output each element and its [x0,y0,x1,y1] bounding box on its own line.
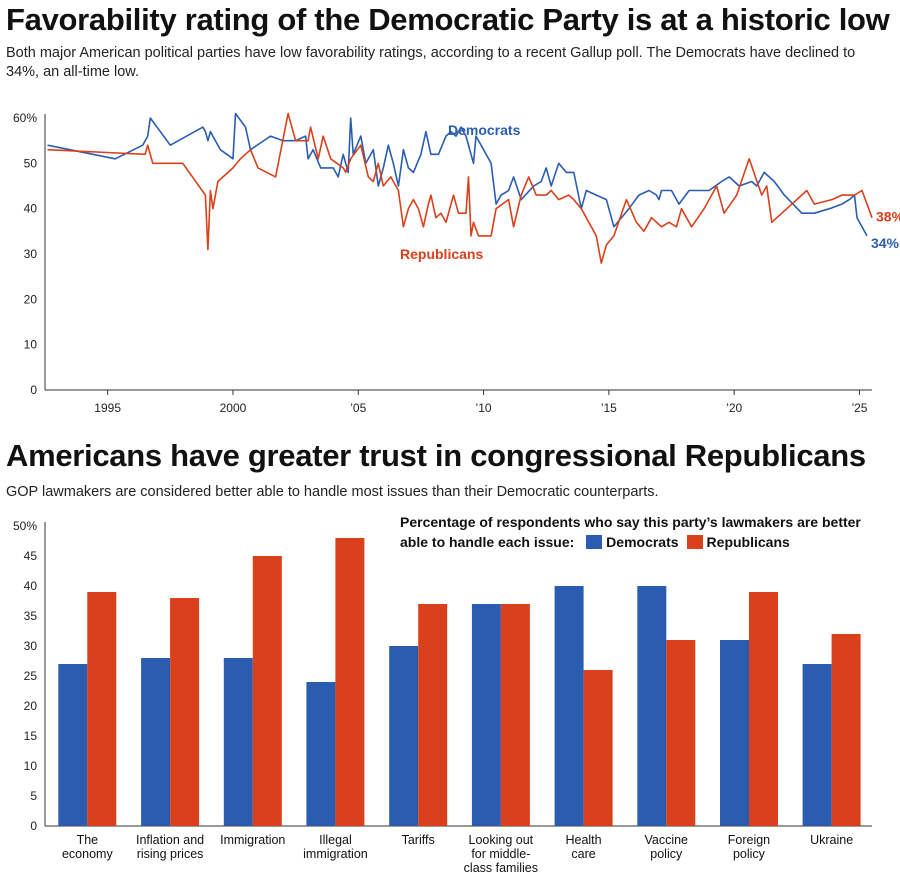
bar-democrats [306,682,336,826]
bar-category-label: Illegal immigration [303,833,368,861]
bar-category-label-line: policy [650,847,683,861]
favorability-line-chart: 0 10 20 30 40 50 60% 1995 2000 ’05 ’10 ’15 ’20 ’25 34%… [13,111,900,415]
line-y-tick-label: 0 [30,383,37,397]
bar-democrats [471,604,501,826]
legend-swatch-republicans [686,535,703,549]
bar-republicans [87,592,117,826]
line-y-tick-label: 40 [24,202,38,216]
bar-republicans [335,538,365,826]
line-x-tick-label: ’15 [601,401,617,415]
line-series-democrats [47,112,868,237]
bar-category-label: Looking out for middle-class families [464,833,538,875]
line-y-tick-label: 50 [24,156,38,170]
bar-y-tick-label: 15 [24,729,38,743]
bar-democrats [58,664,88,826]
bar-y-tick-label: 45 [24,549,38,563]
bar-republicans [583,670,613,826]
legend-swatch-democrats [586,535,603,549]
bar-category-label-line: The [77,833,99,847]
bar-category-label-line: for middle- [471,847,530,861]
bar-chart-subtitle: GOP lawmakers are considered better able… [6,484,659,500]
bar-y-tick-label: 30 [24,639,38,653]
line-chart-title: Favorability rating of the Democratic Pa… [6,2,890,37]
bar-republicans [831,634,861,826]
bar-democrats [637,586,667,826]
legend-title-text: Percentage of respondents who say this p… [400,514,861,550]
bar-category-label-line: Health [565,833,601,847]
bar-chart-legend: Percentage of respondents who say this p… [400,512,870,552]
bar-category-label-line: Tariffs [402,833,435,847]
bar-republicans [170,598,200,826]
bar-republicans [418,604,448,826]
bar-democrats [141,658,171,826]
bar-category-label-line: Vaccine [644,833,688,847]
legend-item-republicans: Republicans [686,532,790,552]
bar-category-label-line: Ukraine [810,833,853,847]
bar-democrats [802,664,832,826]
bar-y-tick-label: 35 [24,609,38,623]
bar-category-label-line: policy [733,847,766,861]
line-label-republicans: Republicans [400,246,483,262]
bar-category-label-line: immigration [303,847,368,861]
line-label-democrats: Democrats [448,122,521,138]
line-end-label-republicans: 38% [876,209,900,225]
bar-republicans [749,592,778,826]
bar-democrats [223,658,253,826]
bar-republicans [252,556,282,826]
line-x-tick-label: ’25 [851,401,867,415]
bar-category-label: Ukraine [810,833,853,847]
bar-category-label: The economy [62,833,113,861]
bar-category-label: Tariffs [402,833,435,847]
bar-category-label: Foreign policy [728,833,770,861]
line-series-republicans [47,112,873,264]
bar-category-label-line: Inflation and [136,833,204,847]
bar-y-tick-label: 0 [30,819,37,833]
line-x-tick-label: 2000 [220,401,247,415]
bar-category-label-line: Illegal [319,833,352,847]
line-y-tick-label: 20 [24,292,38,306]
bar-category-label-line: rising prices [137,847,204,861]
legend-label-democrats: Democrats [606,534,679,550]
bar-y-tick-label: 50% [13,519,37,533]
bar-category-label-line: class families [464,861,538,875]
legend-label-republicans: Republicans [706,534,790,550]
bar-y-tick-label: 10 [24,759,38,773]
bar-y-tick-label: 20 [24,699,38,713]
bar-category-label: Vaccine policy [644,833,688,861]
bar-category-label: Health care [565,833,601,861]
bar-y-tick-label: 40 [24,579,38,593]
bar-democrats [554,586,584,826]
bar-category-label: Inflation and rising prices [136,833,204,861]
bar-chart-title: Americans have greater trust in congress… [6,438,866,473]
bar-republicans [500,604,530,826]
bar-democrats [389,646,419,826]
bar-category-label-line: Foreign [728,833,770,847]
bar-democrats [720,640,749,826]
bar-y-tick-label: 5 [30,789,37,803]
line-y-tick-label: 30 [24,247,38,261]
line-y-tick-label: 10 [24,338,38,352]
legend-item-democrats: Democrats [586,532,679,552]
line-y-tick-label: 60% [13,111,37,125]
line-x-tick-label: ’20 [726,401,742,415]
line-chart-subtitle: Both major American political parties ha… [6,45,856,80]
line-end-label-democrats: 34% [871,235,900,251]
bar-republicans [666,640,696,826]
line-x-tick-label: ’05 [350,401,366,415]
bar-category-label-line: Immigration [220,833,285,847]
bar-y-tick-label: 25 [24,669,38,683]
line-x-tick-label: ’10 [476,401,492,415]
line-x-tick-label: 1995 [94,401,121,415]
bar-category-label-line: Looking out [469,833,534,847]
bar-category-label: Immigration [220,833,285,847]
bar-category-label-line: economy [62,847,113,861]
bar-category-label-line: care [571,847,595,861]
